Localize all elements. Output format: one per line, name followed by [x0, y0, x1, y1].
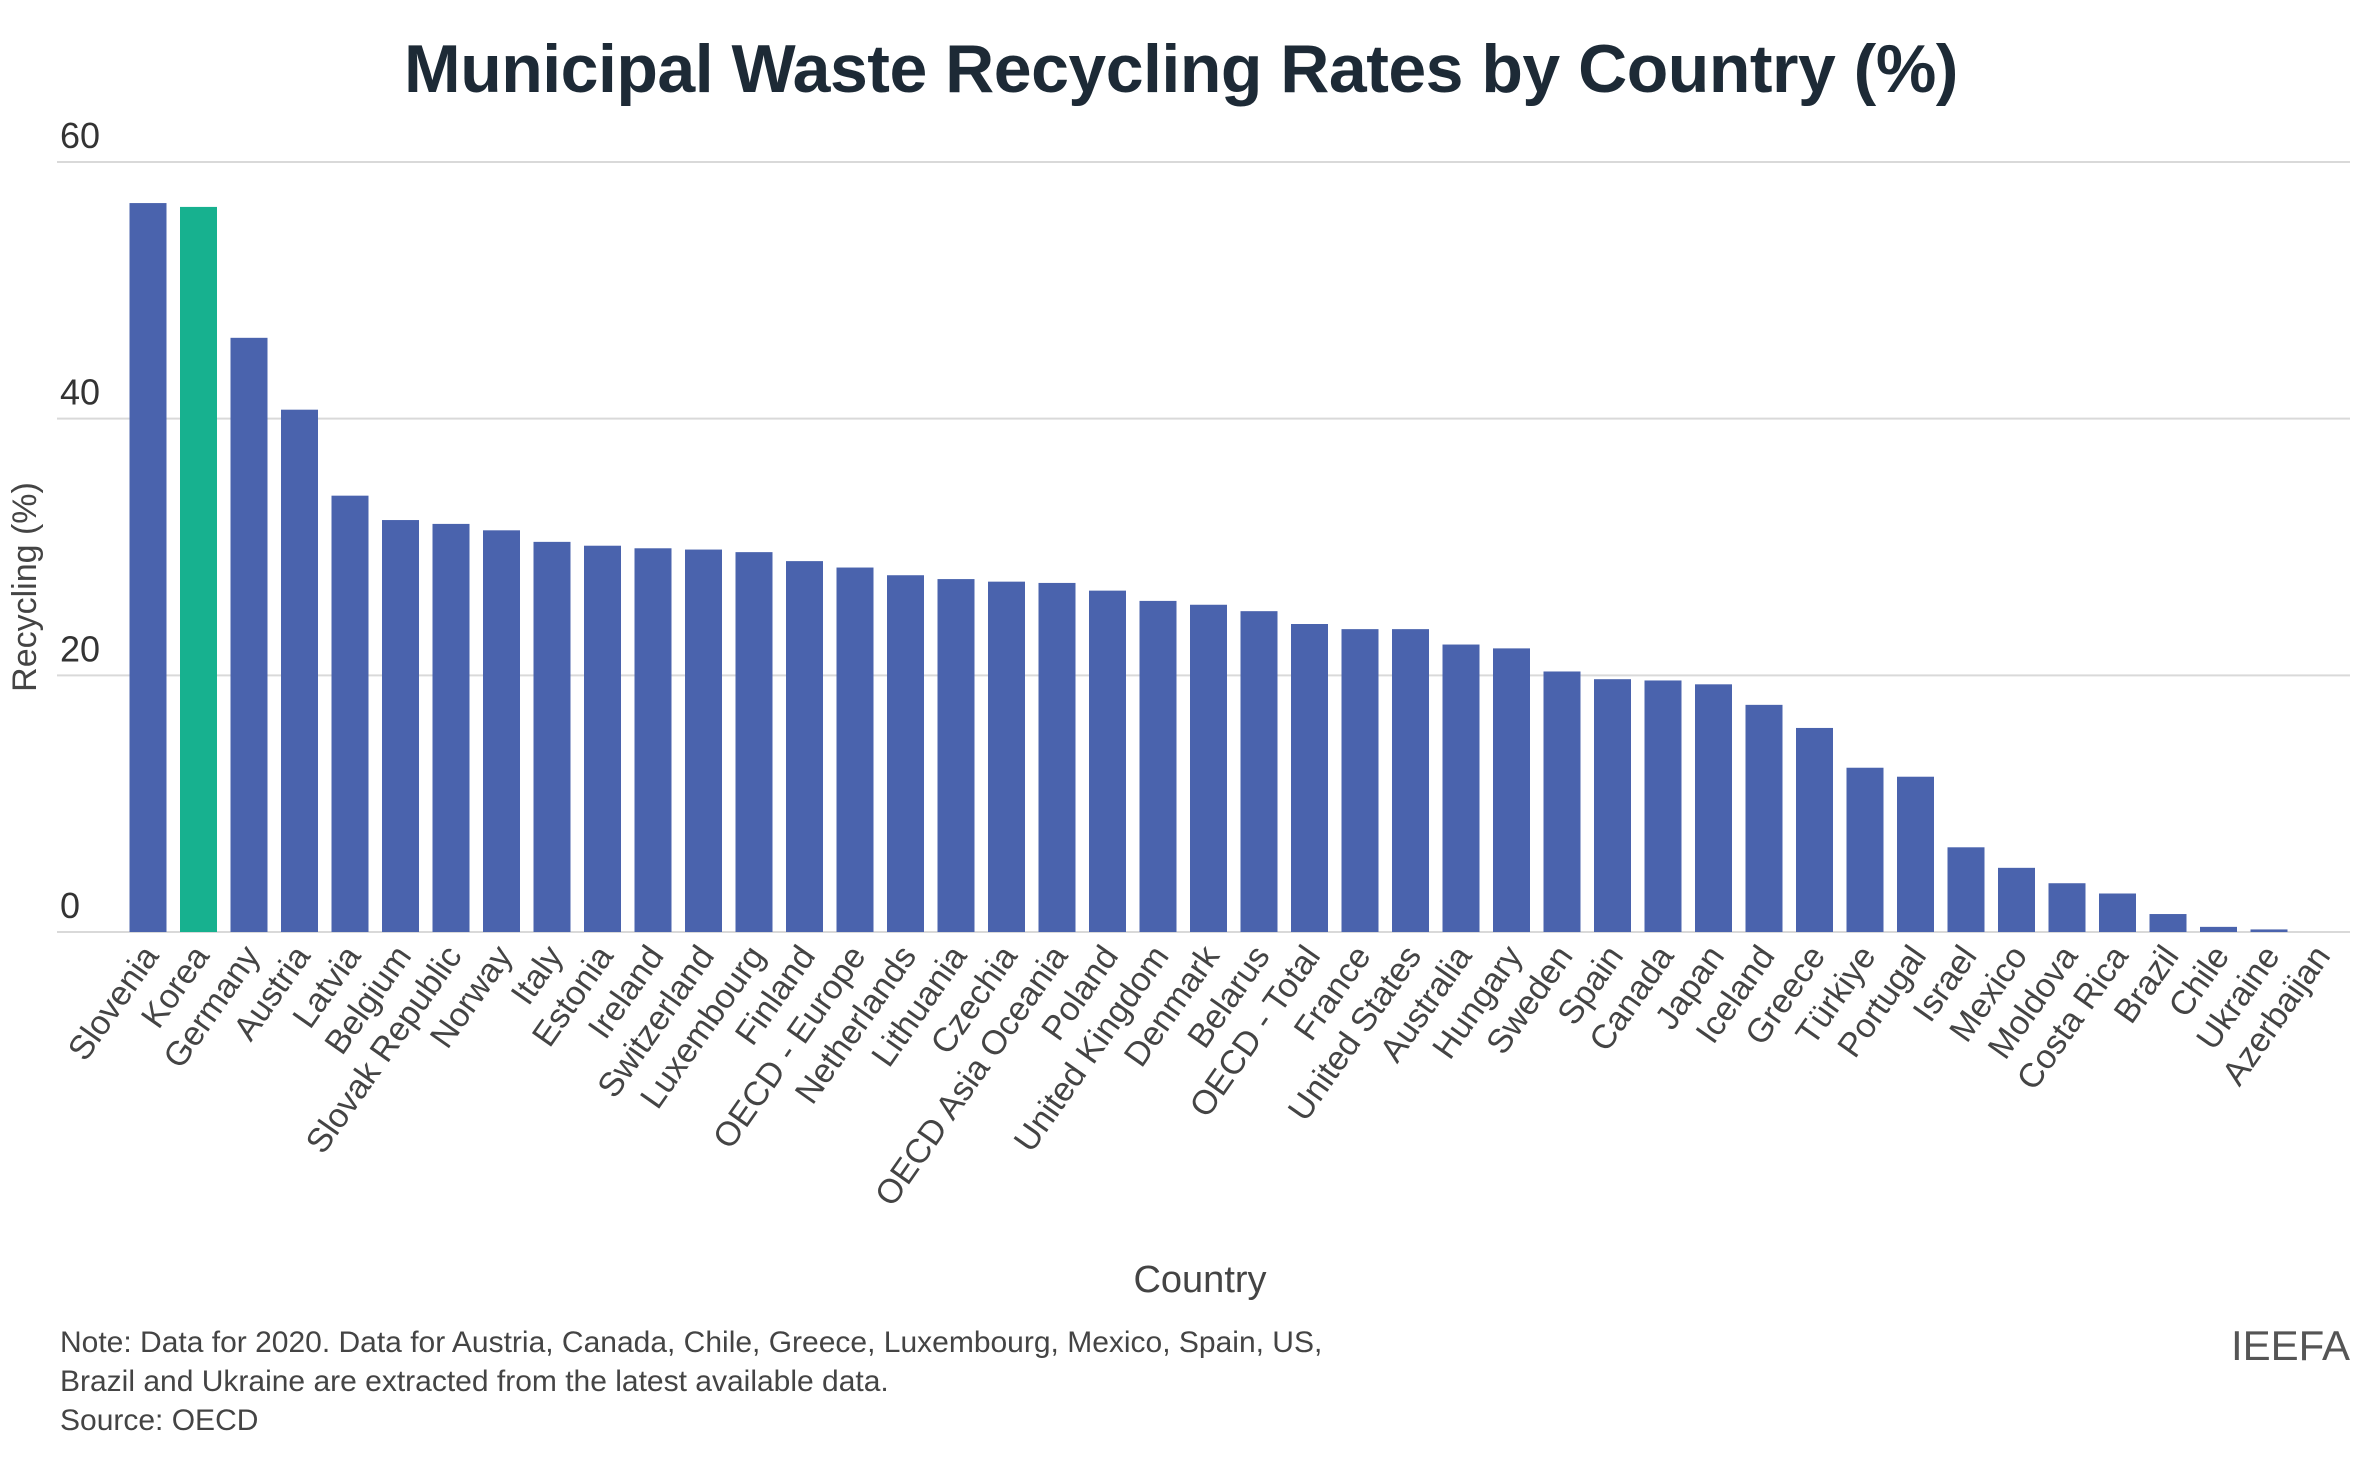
bar-greece [1796, 727, 1833, 932]
bar-belarus [1240, 611, 1278, 932]
bar-norway [483, 530, 520, 932]
y-tick-label: 60 [60, 115, 100, 156]
bar-oecd-total [1291, 624, 1328, 932]
bar-hungary [1493, 648, 1530, 932]
bar-denmark [1190, 604, 1227, 932]
note-line-1: Note: Data for 2020. Data for Austria, C… [60, 1326, 1323, 1359]
bar-austria [281, 409, 318, 932]
bar-australia [1442, 644, 1480, 932]
bar-brazil [2149, 914, 2187, 932]
bar-united-kingdom [1139, 600, 1177, 932]
bar-t-rkiye [1846, 767, 1884, 932]
brand-logo: IEEFA [2230, 1322, 2350, 1369]
bar-czechia [988, 581, 1025, 932]
bar-korea [180, 206, 217, 932]
bar-oecd-asia-oceania [1038, 582, 1076, 932]
bar-canada [1644, 680, 1682, 932]
bar-oecd-europe [836, 567, 874, 932]
bar-mexico [1998, 867, 2035, 932]
bar-netherlands [887, 575, 924, 932]
bar-moldova [2048, 883, 2086, 932]
note-line-2: Brazil and Ukraine are extracted from th… [60, 1365, 889, 1398]
source-note: Source: OECD [60, 1404, 259, 1437]
chart-title: Municipal Waste Recycling Rates by Count… [404, 31, 1958, 107]
bar-luxembourg [735, 552, 773, 932]
y-tick-label: 40 [60, 372, 100, 413]
bar-poland [1089, 590, 1126, 932]
bar-spain [1594, 679, 1631, 932]
bar-switzerland [685, 549, 722, 932]
bar-costa-rica [2099, 893, 2136, 932]
bar-iceland [1745, 704, 1783, 932]
y-tick-label: 20 [60, 628, 100, 669]
bar-latvia [331, 495, 369, 932]
bar-ireland [634, 548, 672, 932]
bar-sweden [1543, 671, 1581, 932]
y-axis-label: Recycling (%) [6, 482, 44, 692]
bar-italy [533, 541, 571, 932]
y-tick-label: 0 [60, 885, 80, 926]
bar-france [1341, 629, 1379, 932]
bar-belgium [382, 520, 419, 932]
bar-israel [1947, 847, 1985, 932]
bar-japan [1695, 684, 1732, 932]
x-axis-label: Country [1133, 1259, 1266, 1301]
bar-chile [2200, 926, 2237, 932]
bar-finland [786, 561, 823, 932]
bar-slovenia [129, 203, 167, 933]
bar-slovak-republic [432, 523, 470, 932]
bar-united-states [1392, 629, 1429, 932]
bar-lithuania [937, 579, 975, 932]
bar-germany [230, 337, 268, 933]
bar-ukraine [2250, 929, 2288, 932]
bar-portugal [1897, 776, 1934, 932]
bar-estonia [584, 545, 621, 932]
